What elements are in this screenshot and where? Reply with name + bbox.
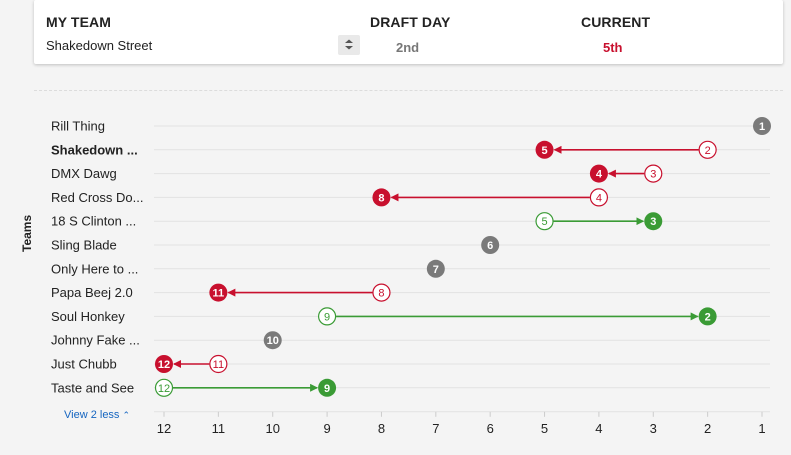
draft-day-dot-label: 12 xyxy=(158,383,170,395)
my-team-header: MY TEAM xyxy=(46,14,111,30)
rank-dot-unchanged xyxy=(753,117,771,135)
draft-day-dot-label: 2 xyxy=(705,145,711,157)
x-tick-label: 6 xyxy=(487,421,494,436)
team-label: 18 S Clinton ... xyxy=(51,214,136,229)
draft-day-dot xyxy=(154,378,174,397)
rank-change-chart: Rill Thing Shakedown ... DMX Dawg Red Cross… xyxy=(51,117,771,436)
current-dot xyxy=(318,378,337,397)
draft-day-dot-label: 3 xyxy=(650,169,656,181)
draft-day-dot xyxy=(535,212,554,231)
view-less-label: View 2 less xyxy=(64,409,120,421)
team-label: Sling Blade xyxy=(51,238,117,253)
current-dot-label: 12 xyxy=(158,359,170,371)
draft-day-dot-label: 11 xyxy=(213,359,224,371)
draft-day-dot xyxy=(372,283,391,302)
draft-day-dot xyxy=(698,140,717,159)
team-label: Taste and See xyxy=(51,380,134,395)
draft-day-dot-label: 8 xyxy=(378,288,384,300)
draft-day-dot xyxy=(644,164,663,183)
current-dot-label: 8 xyxy=(378,192,384,204)
draft-day-header: DRAFT DAY xyxy=(370,14,451,30)
rank-dot-unchanged xyxy=(263,331,282,350)
x-tick-label: 7 xyxy=(432,421,439,436)
x-tick-label: 2 xyxy=(704,421,711,436)
rank-dot-label: 1 xyxy=(759,121,765,133)
draft-day-dot-label: 5 xyxy=(541,216,547,228)
current-dot-label: 2 xyxy=(705,311,711,323)
team-label: Red Cross Do... xyxy=(51,190,143,205)
current-dot xyxy=(372,188,391,207)
rank-dot-unchanged xyxy=(426,259,445,278)
draft-day-dot-label: 9 xyxy=(324,311,330,323)
chevron-up-icon: ⌃ xyxy=(122,410,131,420)
x-tick-label: 3 xyxy=(650,421,657,436)
team-label: DMX Dawg xyxy=(51,166,117,181)
current-dot xyxy=(644,212,663,231)
up-down-chevron-icon[interactable] xyxy=(338,35,360,55)
team-label: Johnny Fake ... xyxy=(51,333,140,348)
team-label: Just Chubb xyxy=(51,357,117,372)
current-dot xyxy=(698,307,717,326)
team-label: Rill Thing xyxy=(51,119,105,134)
x-tick-label: 9 xyxy=(323,421,330,436)
current-dot-label: 11 xyxy=(213,288,225,300)
team-label: Only Here to ... xyxy=(51,261,138,276)
current-dot-label: 3 xyxy=(650,216,656,228)
x-tick-label: 10 xyxy=(265,421,279,436)
x-tick-label: 1 xyxy=(758,421,765,436)
rank-dot-unchanged xyxy=(481,236,500,254)
draft-day-dot xyxy=(589,188,609,207)
x-tick-label: 5 xyxy=(541,421,548,436)
rank-dot-label: 6 xyxy=(487,240,493,252)
x-tick-label: 4 xyxy=(595,421,602,436)
view-less-link[interactable]: View 2 less ⌃ xyxy=(64,409,130,421)
team-label: Shakedown ... xyxy=(51,142,138,157)
x-tick-label: 12 xyxy=(157,421,171,436)
team-select[interactable]: Shakedown Street xyxy=(46,38,362,56)
x-tick-label: 11 xyxy=(212,421,226,436)
team-label: Papa Beej 2.0 xyxy=(51,285,133,300)
team-label: Soul Honkey xyxy=(51,309,125,324)
draft-day-dot-label: 4 xyxy=(596,192,602,204)
rank-dot-label: 10 xyxy=(267,335,279,347)
current-dot xyxy=(209,283,228,302)
rank-dot-label: 7 xyxy=(433,264,439,276)
draft-day-rank-value: 2nd xyxy=(396,40,420,55)
team-select-value: Shakedown Street xyxy=(46,38,153,53)
draft-day-dot xyxy=(209,354,228,374)
current-header: CURRENT xyxy=(581,14,651,30)
x-tick-label: 8 xyxy=(378,421,385,436)
current-dot xyxy=(535,140,554,159)
draft-day-dot xyxy=(317,307,337,326)
section-divider xyxy=(34,90,783,91)
current-rank-value: 5th xyxy=(603,40,623,55)
current-dot-label: 9 xyxy=(324,383,330,395)
current-dot xyxy=(155,355,173,373)
current-dot-label: 4 xyxy=(596,169,603,181)
current-dot-label: 5 xyxy=(541,145,547,157)
current-dot xyxy=(589,164,608,183)
team-summary-card: MY TEAM DRAFT DAY CURRENT Shakedown Stre… xyxy=(34,0,783,64)
